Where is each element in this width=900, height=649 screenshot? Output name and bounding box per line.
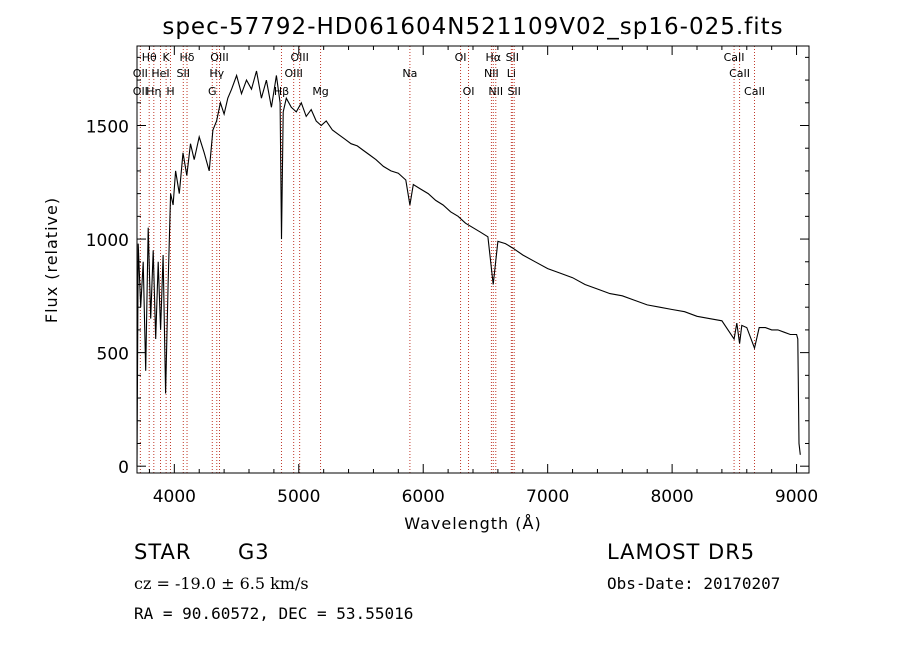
plot-frame xyxy=(136,45,810,474)
line-label: Hδ xyxy=(180,51,195,64)
line-label: Hη xyxy=(146,85,161,98)
line-label: CaII xyxy=(724,51,745,64)
line-label: SII xyxy=(507,85,520,98)
line-label: Hα xyxy=(486,51,502,64)
x-tick-label: 5000 xyxy=(277,487,320,507)
line-label: Hθ xyxy=(142,51,157,64)
line-label: Mg xyxy=(312,85,328,98)
coordinates: RA = 90.60572, DEC = 53.55016 xyxy=(134,604,414,623)
line-label: OIII xyxy=(284,67,302,80)
obs-date: Obs-Date: 20170207 xyxy=(607,574,781,593)
line-label: H xyxy=(166,85,174,98)
x-tick-label: 9000 xyxy=(775,487,818,507)
tick-labels: 4000 5000 6000 7000 8000 9000 0 500 1000 1500 xyxy=(86,117,818,507)
line-label: CaII xyxy=(729,67,750,80)
line-label: G xyxy=(208,85,217,98)
line-label: Na xyxy=(402,67,417,80)
x-tick-label: 8000 xyxy=(650,487,693,507)
line-label: Hβ xyxy=(274,85,289,98)
spectrum-line xyxy=(136,70,801,467)
y-tick-label: 1500 xyxy=(86,117,129,137)
spectrum-series xyxy=(136,70,801,467)
line-label: SII xyxy=(177,67,190,80)
redshift-readout: cz = -19.0 ± 6.5 km/s xyxy=(134,574,309,593)
object-class: STAR xyxy=(134,540,192,564)
line-label: OI xyxy=(455,51,467,64)
x-tick-label: 7000 xyxy=(526,487,569,507)
chart-title: spec-57792-HD061604N521109V02_sp16-025.f… xyxy=(162,14,783,40)
y-tick-label: 0 xyxy=(118,458,129,478)
line-label: SII xyxy=(506,51,519,64)
line-label: NII xyxy=(488,85,503,98)
survey-name: LAMOST DR5 xyxy=(607,540,756,564)
axis-ticks xyxy=(137,46,809,473)
line-label: OII xyxy=(133,67,148,80)
line-label: OII xyxy=(133,85,148,98)
line-label: HeI xyxy=(151,67,169,80)
y-tick-label: 1000 xyxy=(86,231,129,251)
line-label: OIII xyxy=(210,51,228,64)
line-label: CaII xyxy=(744,85,765,98)
line-label: OI xyxy=(463,85,475,98)
x-tick-label: 6000 xyxy=(402,487,445,507)
x-axis-label: Wavelength (Å) xyxy=(404,514,541,533)
subclass: G3 xyxy=(238,540,270,564)
x-tick-label: 4000 xyxy=(153,487,196,507)
line-markers xyxy=(139,46,755,473)
y-tick-label: 500 xyxy=(97,345,129,365)
line-label: Li xyxy=(507,67,516,80)
line-label: NII xyxy=(484,67,499,80)
line-label: OIII xyxy=(290,51,308,64)
line-label: K xyxy=(163,51,171,64)
line-label: Hγ xyxy=(209,67,224,80)
y-axis-label: Flux (relative) xyxy=(42,197,61,323)
